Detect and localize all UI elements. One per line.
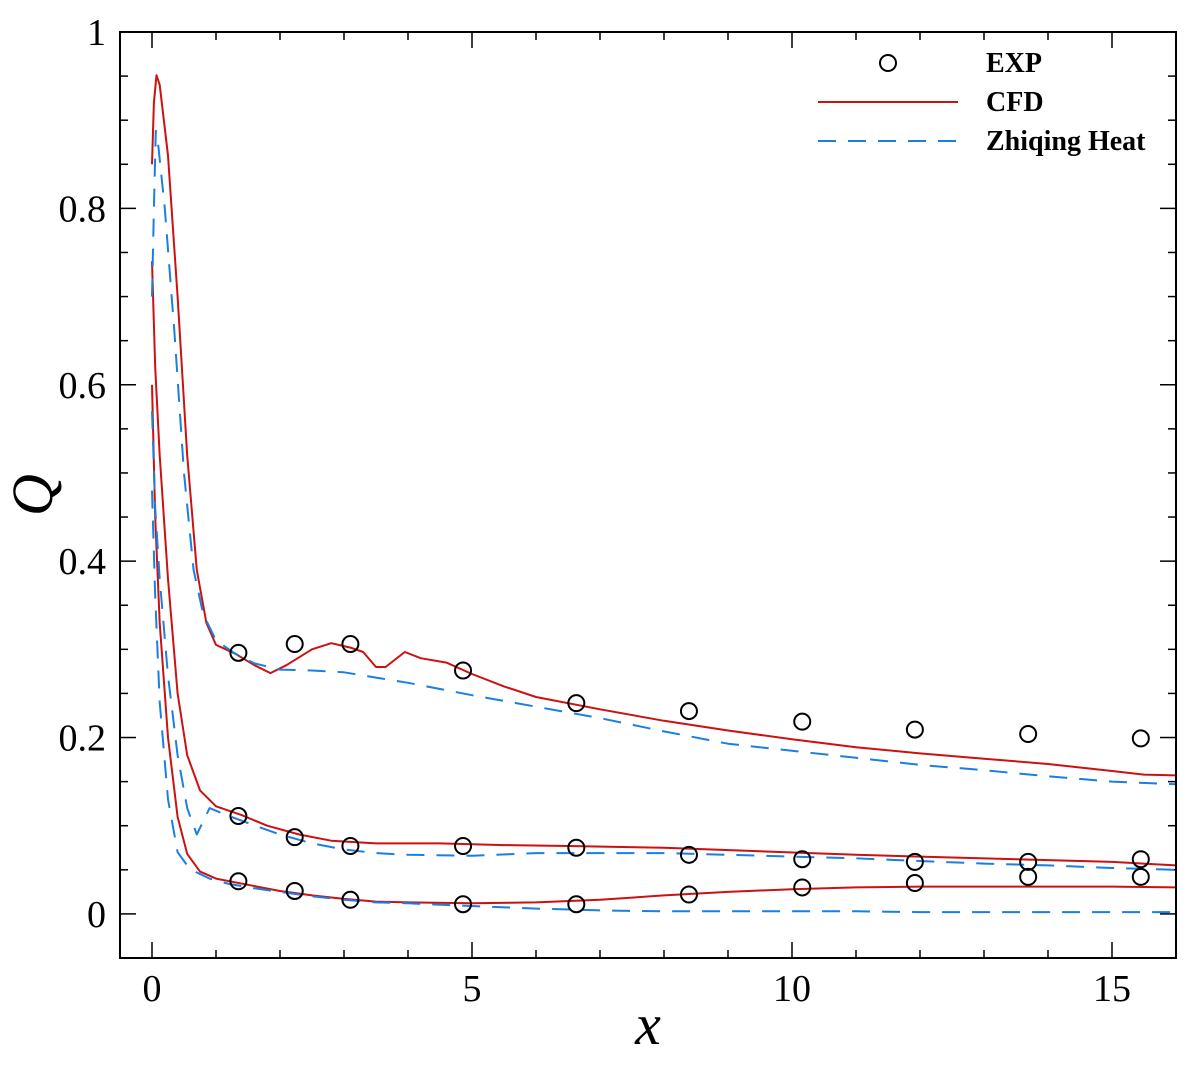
plot-frame [119,31,1177,959]
data-point-exp [341,890,360,909]
x-tick-label: 15 [1093,968,1131,1010]
data-point-exp [285,635,304,654]
legend-label-cfd: CFD [986,87,1044,118]
data-point-exp [285,881,304,900]
series-line-zhiqing-heat-3 [151,490,1176,914]
tick-labels: 0 5 10 15 0 0.2 0.4 0.6 0.8 1 [59,12,1132,1010]
data-point-exp [229,643,248,662]
x-tick-label: 10 [773,968,811,1010]
legend-label-exp: EXP [986,48,1042,79]
data-point-exp [1019,852,1038,871]
data-point-exp [341,635,360,654]
series-layer [151,74,1176,914]
data-point-exp [905,852,924,871]
data-point-exp [1131,729,1150,748]
data-point-exp [454,661,473,680]
data-point-exp [567,694,586,713]
data-point-exp [1131,867,1150,886]
data-point-exp [567,838,586,857]
legend-marker-exp [879,54,897,72]
series-line-cfd-3 [151,384,1176,905]
markers-layer [229,635,1150,914]
data-point-exp [679,885,698,904]
data-point-exp [793,712,812,731]
y-tick-label: 1 [87,12,106,54]
data-point-exp [905,874,924,893]
y-tick-label: 0.4 [59,541,107,583]
y-tick-label: 0.8 [59,188,107,230]
y-tick-label: 0 [87,894,106,936]
data-point-exp [285,828,304,847]
y-tick-label: 0.6 [59,365,107,407]
y-axis-title: Q [0,474,65,516]
data-point-exp [454,895,473,914]
data-point-exp [454,836,473,855]
data-point-exp [905,720,924,739]
data-point-exp [1131,850,1150,869]
series-line-zhiqing-heat-2 [151,411,1176,871]
axis-ticks [120,31,1177,959]
data-point-exp [229,872,248,891]
data-point-exp [341,836,360,855]
legend-label-zhiqing-heat: Zhiqing Heat [986,126,1146,157]
x-tick-label: 5 [463,968,482,1010]
data-point-exp [1019,867,1038,886]
y-tick-label: 0.2 [59,718,107,760]
data-point-exp [679,702,698,721]
series-line-zhiqing-heat-1 [151,129,1176,786]
data-point-exp [793,850,812,869]
data-point-exp [1019,724,1038,743]
data-point-exp [567,895,586,914]
series-line-cfd-2 [151,261,1176,867]
data-point-exp [229,807,248,826]
x-axis-title: x [634,992,661,1057]
series-line-cfd-1 [151,74,1176,777]
data-point-exp [679,845,698,864]
legend: EXP CFD Zhiqing Heat [818,48,1146,157]
data-point-exp [793,878,812,897]
x-tick-label: 0 [143,968,162,1010]
